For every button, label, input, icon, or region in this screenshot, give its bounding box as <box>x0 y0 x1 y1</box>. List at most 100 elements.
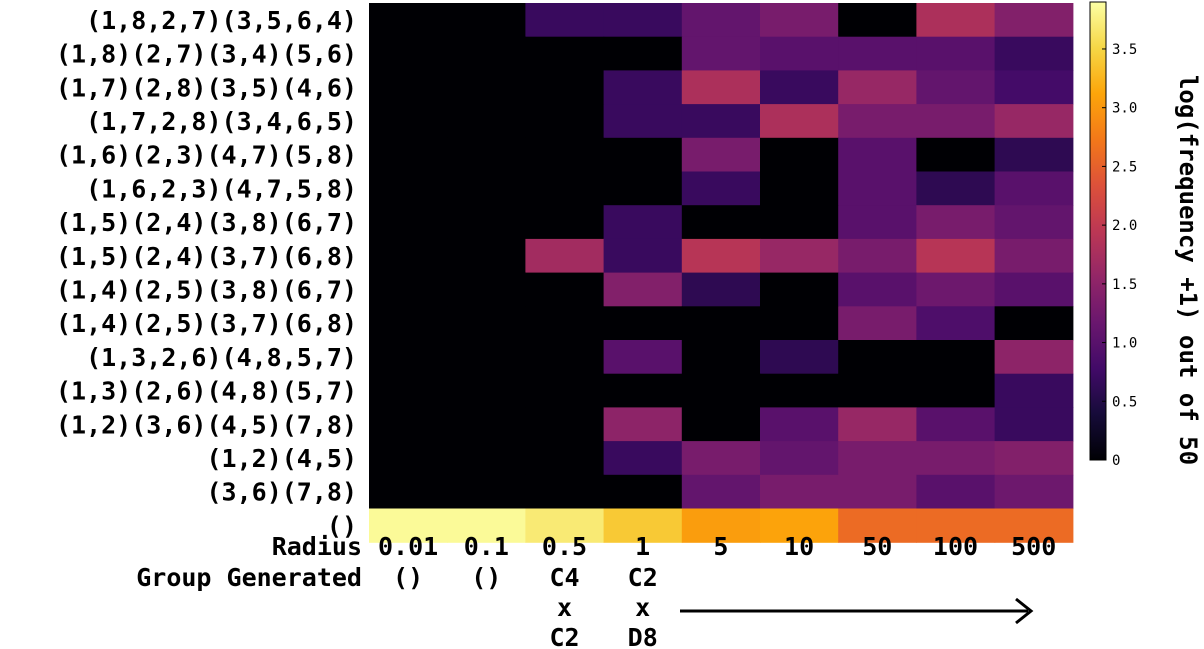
heatmap-cell <box>760 205 839 240</box>
group-generated-label: () <box>393 563 423 592</box>
heatmap-cell <box>681 205 761 240</box>
heatmap-cell <box>525 340 605 375</box>
heatmap-cell <box>760 171 839 206</box>
heatmap-cell <box>369 36 448 71</box>
heatmap-cell <box>838 171 917 206</box>
heatmap-cell <box>603 3 683 38</box>
heatmap-cell <box>369 137 448 173</box>
heatmap-cell <box>994 36 1074 71</box>
group-generated-label: x <box>557 593 572 622</box>
y-tick-label: (1,4)(2,5)(3,8)(6,7) <box>56 275 357 304</box>
heatmap-cell <box>838 238 917 274</box>
group-generated-row-label: Group Generated <box>136 563 362 592</box>
group-generated-label: () <box>471 563 501 592</box>
heatmap-cell <box>525 70 605 105</box>
heatmap-cell <box>447 3 526 38</box>
heatmap-cell <box>369 171 448 206</box>
heatmap-cell <box>760 137 839 173</box>
heatmap-cell <box>447 441 526 476</box>
heatmap-cell <box>994 238 1074 274</box>
colorbar-tick-label: 3.5 <box>1112 42 1137 58</box>
heatmap-cell <box>681 3 761 38</box>
heatmap-cell <box>369 205 448 240</box>
heatmap-cell <box>838 70 917 105</box>
heatmap-cell <box>447 407 526 442</box>
heatmap-cell <box>760 441 839 476</box>
heatmap-cell <box>760 407 839 442</box>
x-tick-label: 0.5 <box>542 532 587 561</box>
heatmap-cell <box>681 508 761 543</box>
heatmap-cell <box>603 441 683 476</box>
heatmap-cell <box>994 104 1074 139</box>
x-tick-label: 0.01 <box>378 532 438 561</box>
heatmap-cell <box>916 340 996 375</box>
colorbar-tick-label: 2.0 <box>1112 218 1137 234</box>
heatmap-cell <box>760 373 839 408</box>
heatmap-cell <box>447 238 526 274</box>
heatmap-cell <box>369 441 448 476</box>
heatmap-cell <box>525 137 605 173</box>
heatmap-cell <box>603 306 683 341</box>
heatmap-cell <box>681 441 761 476</box>
heatmap-cell <box>369 508 448 543</box>
heatmap-cell <box>681 104 761 139</box>
heatmap-cell <box>838 306 917 341</box>
heatmap-cell <box>916 474 996 510</box>
heatmap-cell <box>603 238 683 274</box>
heatmap-cell <box>447 272 526 307</box>
heatmap-cell <box>994 474 1074 510</box>
group-generated-label: C2 <box>549 623 579 649</box>
colorbar-tick-label: 1.5 <box>1112 277 1137 293</box>
heatmap-cell <box>525 306 605 341</box>
heatmap-cell <box>838 340 917 375</box>
heatmap-cell <box>838 36 917 71</box>
heatmap-cell <box>994 373 1074 408</box>
heatmap-cell <box>603 407 683 442</box>
heatmap-cell <box>603 205 683 240</box>
heatmap-cell <box>525 36 605 71</box>
y-tick-label: (1,2)(3,6)(4,5)(7,8) <box>56 410 357 439</box>
heatmap-cell <box>994 3 1074 38</box>
heatmap-cell <box>916 441 996 476</box>
heatmap-cell <box>603 171 683 206</box>
heatmap-cell <box>760 508 839 543</box>
heatmap-cell <box>525 272 605 307</box>
y-tick-label: (1,7,2,8)(3,4,6,5) <box>86 107 357 136</box>
colorbar-tick-label: 2.5 <box>1112 159 1137 175</box>
heatmap-cell <box>681 407 761 442</box>
heatmap-cell <box>525 238 605 274</box>
heatmap-cell <box>525 205 605 240</box>
colorbar-tick-label: 0.5 <box>1112 394 1137 410</box>
heatmap-cell <box>916 407 996 442</box>
x-tick-label: 100 <box>933 532 978 561</box>
colorbar-tick-label: 3.0 <box>1112 101 1137 117</box>
heatmap-cell <box>760 474 839 510</box>
heatmap-cell <box>447 373 526 408</box>
heatmap-cell <box>838 474 917 510</box>
heatmap-cell <box>369 306 448 341</box>
group-generated-label: D8 <box>628 623 658 649</box>
heatmap-cell <box>369 3 448 38</box>
heatmap-cell <box>838 272 917 307</box>
heatmap-cell <box>603 104 683 139</box>
heatmap-cell <box>760 272 839 307</box>
heatmap-cell <box>681 272 761 307</box>
heatmap-cell <box>681 373 761 408</box>
group-generated-label: C2 <box>628 563 658 592</box>
heatmap-cell <box>838 137 917 173</box>
heatmap-cell <box>447 104 526 139</box>
heatmap-cell <box>681 171 761 206</box>
heatmap-cell <box>681 306 761 341</box>
heatmap-cell <box>760 3 839 38</box>
heatmap-cell <box>369 474 448 510</box>
heatmap-cell <box>838 441 917 476</box>
heatmap-cell <box>603 137 683 173</box>
heatmap-cell <box>369 407 448 442</box>
colorbar-tick-label: 0 <box>1112 453 1120 469</box>
heatmap-cell <box>994 272 1074 307</box>
heatmap-cell <box>447 205 526 240</box>
heatmap-cell <box>916 36 996 71</box>
y-tick-label: () <box>327 511 357 540</box>
x-tick-label: 5 <box>713 532 728 561</box>
